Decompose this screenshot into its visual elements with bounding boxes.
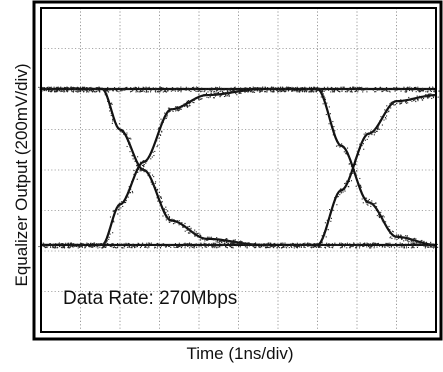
x-axis-label: Time (1ns/div) [186, 344, 294, 363]
eye-trace-samples-4 [38, 93, 439, 249]
eye-traces [38, 86, 440, 249]
scope-frame-inner [40, 7, 437, 333]
eye-trace-samples-2 [41, 86, 440, 249]
eye-trace-samples-3 [41, 86, 439, 249]
scope-grid [41, 8, 436, 332]
eye-trace-3 [41, 87, 437, 247]
eye-trace-2 [41, 87, 436, 247]
y-axis-label: Equalizer Output (200mV/div) [12, 63, 31, 287]
scope-frame-outer [32, 0, 443, 341]
data-rate-annotation: Data Rate: 270Mbps [63, 288, 238, 309]
eye-trace-samples-1 [38, 86, 438, 249]
eye-trace-1 [41, 87, 436, 247]
